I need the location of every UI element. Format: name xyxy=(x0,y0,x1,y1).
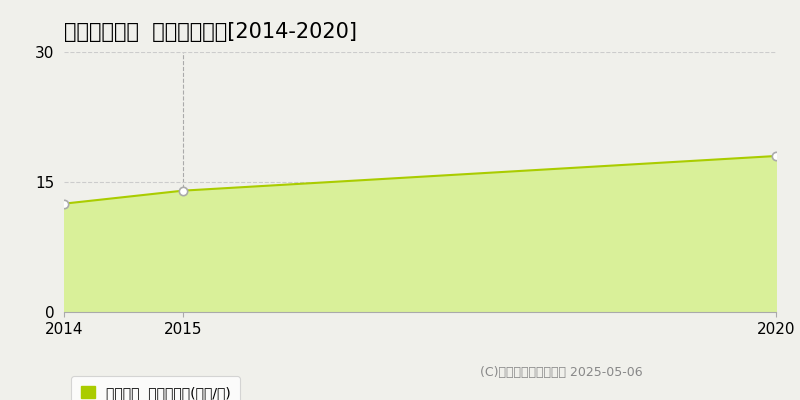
Text: 羽曳野市飛鳥  土地価格推移[2014-2020]: 羽曳野市飛鳥 土地価格推移[2014-2020] xyxy=(64,22,357,42)
Text: (C)土地価格ドットコム 2025-05-06: (C)土地価格ドットコム 2025-05-06 xyxy=(480,366,642,378)
Legend: 土地価格  平均坪単価(万円/坪): 土地価格 平均坪単価(万円/坪) xyxy=(71,376,240,400)
